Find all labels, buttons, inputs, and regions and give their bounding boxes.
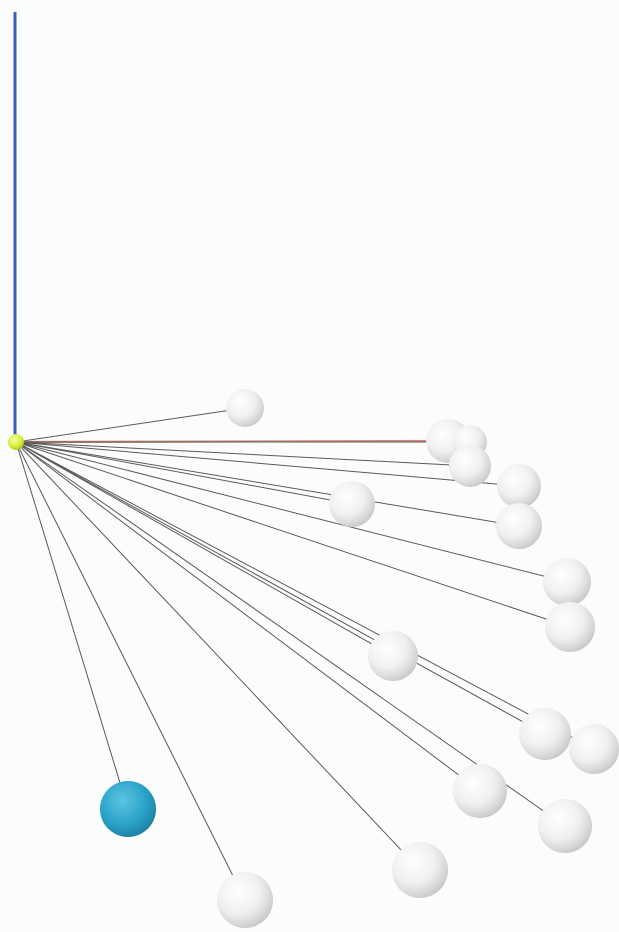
hub-node: [8, 434, 24, 450]
sphere-node: [538, 799, 592, 853]
edge-line: [15, 441, 571, 628]
edge-line: [15, 441, 481, 792]
edge-line: [15, 441, 520, 487]
sphere-node: [449, 445, 491, 487]
edge-line: [15, 441, 595, 750]
sphere-node: [392, 842, 448, 898]
sphere-node: [453, 764, 507, 818]
node-group: [100, 389, 619, 928]
sphere-node: [329, 481, 375, 527]
edge-line: [15, 441, 129, 810]
edge-line: [15, 441, 394, 657]
edge-line: [15, 441, 246, 901]
edge-line: [15, 441, 520, 527]
sphere-node: [496, 503, 542, 549]
edge-line: [15, 441, 566, 827]
sphere-node: [545, 602, 595, 652]
edge-group: [15, 407, 595, 901]
edge-line: [15, 407, 246, 443]
edge-line: [15, 441, 471, 467]
accent-node: [100, 781, 156, 837]
edge-line: [15, 441, 546, 735]
edge-line: [15, 441, 421, 871]
sphere-node: [497, 464, 541, 508]
sphere-node: [368, 631, 418, 681]
edge-line: [15, 441, 568, 583]
edge-line: [15, 441, 353, 505]
sphere-node: [226, 389, 264, 427]
sphere-node: [569, 724, 619, 774]
sphere-node: [217, 872, 273, 928]
sphere-node: [543, 558, 591, 606]
sphere-node: [519, 708, 571, 760]
